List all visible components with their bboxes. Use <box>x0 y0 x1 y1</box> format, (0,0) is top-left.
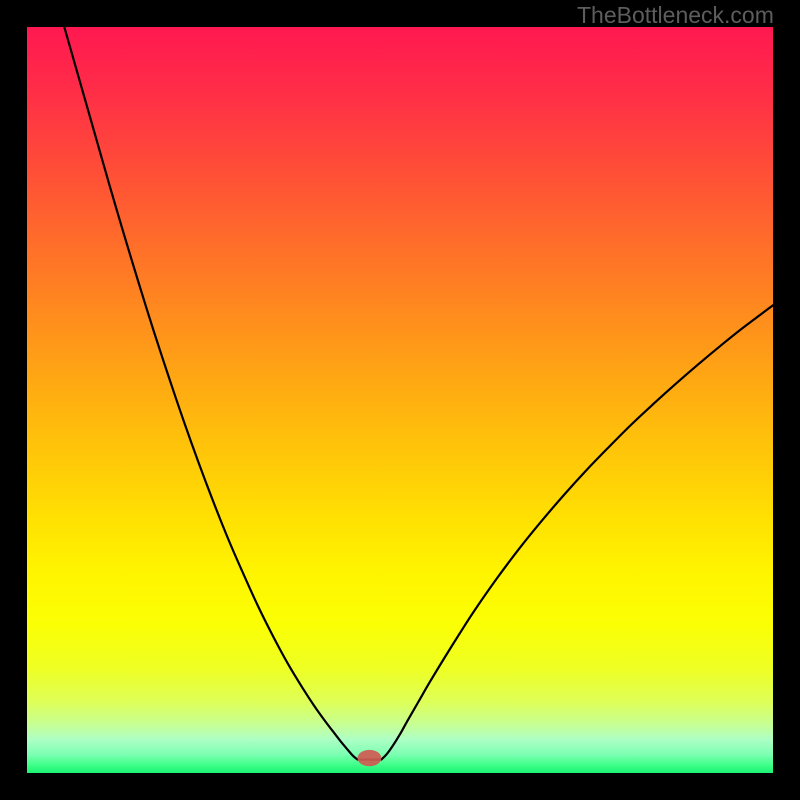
gradient-background <box>27 27 773 773</box>
chart-svg <box>27 27 773 773</box>
watermark-text: TheBottleneck.com <box>577 2 774 29</box>
optimal-marker <box>357 750 381 766</box>
plot-area <box>27 27 773 773</box>
